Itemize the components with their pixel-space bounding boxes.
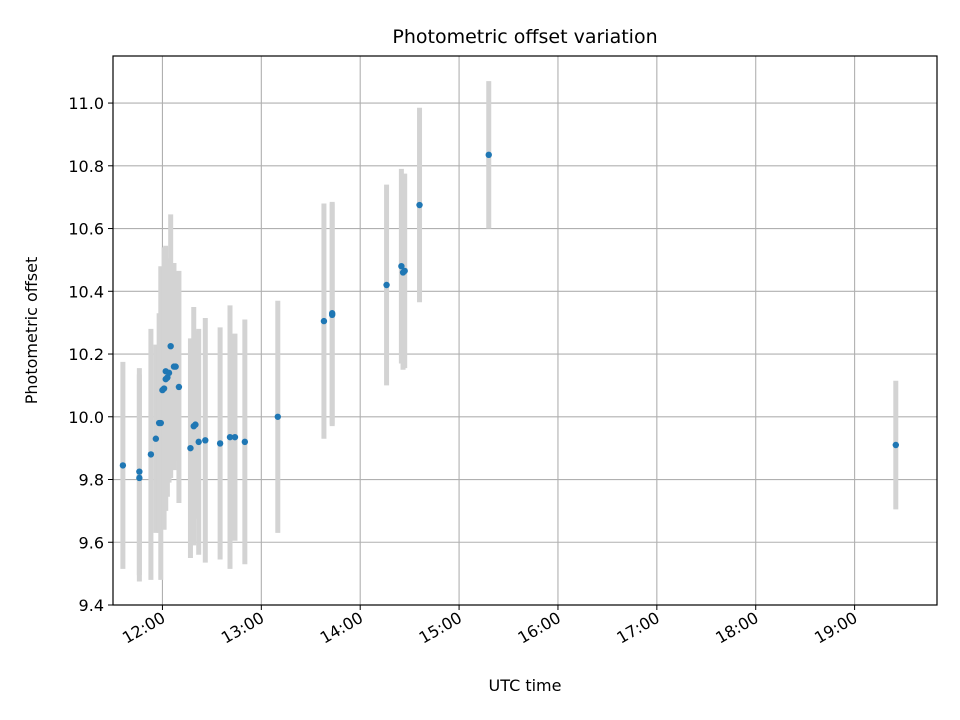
x-tick-label: 16:00 <box>515 608 564 648</box>
plot-frame <box>112 55 938 606</box>
data-point <box>328 310 336 317</box>
data-point <box>165 369 173 377</box>
data-point <box>416 201 423 209</box>
grid <box>113 56 937 606</box>
data-point <box>167 342 174 350</box>
data-point <box>226 433 234 441</box>
y-tick-label: 9.4 <box>79 596 104 615</box>
data-point <box>192 421 199 428</box>
y-tick-label: 9.6 <box>79 533 104 552</box>
axis-ticks: 12:00 13:00 14:00 15:00 16:00 17:00 18:00 19:00… <box>68 94 860 647</box>
y-tick-label: 10.6 <box>68 220 104 239</box>
data-point <box>274 413 281 420</box>
x-axis-label: UTC time <box>489 676 562 695</box>
x-tick-label: 19:00 <box>811 608 860 648</box>
data-point <box>195 438 202 446</box>
chart-title: Photometric offset variation <box>392 26 657 48</box>
y-tick-label: 9.8 <box>79 471 104 490</box>
y-tick-label: 10.4 <box>68 282 104 301</box>
data-point <box>119 462 127 469</box>
data-point <box>383 281 390 289</box>
data-point <box>401 267 408 275</box>
data-point <box>892 441 899 449</box>
x-tick-label: 14:00 <box>317 608 366 648</box>
y-tick-label: 10.0 <box>68 408 104 427</box>
y-tick-label: 11.0 <box>68 94 104 113</box>
x-tick-label: 18:00 <box>712 608 761 648</box>
x-tick-label: 12:00 <box>119 608 168 648</box>
x-tick-label: 15:00 <box>416 608 465 648</box>
data-point <box>147 451 155 458</box>
data-point <box>175 383 183 391</box>
data-point <box>157 419 164 427</box>
data-point <box>172 363 179 370</box>
data-point <box>485 151 492 159</box>
data-point <box>202 437 209 444</box>
data-point <box>187 444 194 452</box>
data-point <box>136 474 143 482</box>
y-tick-label: 10.2 <box>68 345 104 364</box>
y-tick-label: 10.8 <box>68 157 104 176</box>
x-tick-label: 17:00 <box>613 608 662 648</box>
data-points <box>119 151 899 482</box>
data-point <box>160 385 168 392</box>
error-bars <box>120 81 899 582</box>
data-point <box>398 262 405 270</box>
x-tick-label: 13:00 <box>218 608 267 648</box>
data-point <box>136 468 143 475</box>
data-point <box>152 435 160 442</box>
data-point <box>216 440 224 447</box>
data-point <box>231 433 239 441</box>
data-point <box>241 438 249 446</box>
data-point <box>320 317 328 325</box>
y-axis-label: Photometric offset <box>22 257 41 405</box>
